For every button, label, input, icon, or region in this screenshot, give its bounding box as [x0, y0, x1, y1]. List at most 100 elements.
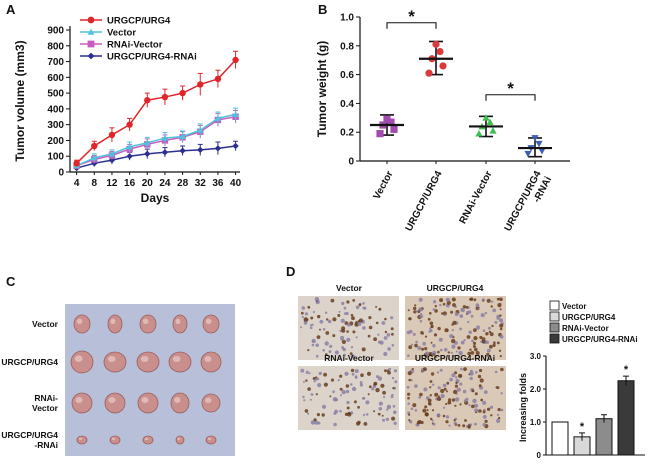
y-tick-label: 100	[47, 152, 64, 163]
data-point	[232, 111, 239, 117]
ihc-cell	[454, 312, 459, 317]
ihc-cell	[448, 424, 451, 427]
photo-row-label: Vector	[32, 319, 59, 329]
ihc-cell	[301, 315, 304, 319]
tumor-specimen	[202, 314, 220, 334]
ihc-cell	[454, 397, 460, 402]
ihc-cell	[384, 369, 387, 373]
ihc-cell	[442, 302, 446, 306]
legend-label: URGCP/URG4-RNAi	[107, 52, 197, 63]
ihc-cell	[377, 333, 380, 336]
ihc-cell	[406, 330, 411, 335]
legend-label: URGCP/URG4-RNAi	[562, 335, 638, 344]
ihc-cell	[496, 316, 500, 320]
ihc-cell	[408, 317, 412, 321]
x-tick-label: RNAi-Vector	[458, 169, 495, 226]
ihc-cell	[383, 395, 386, 399]
ihc-cell	[497, 408, 501, 412]
ihc-cell	[451, 398, 456, 402]
ihc-cell	[375, 305, 378, 308]
ihc-cell	[454, 384, 458, 388]
ihc-cell	[416, 421, 421, 425]
ihc-tile-label: URGCP/URG4	[427, 283, 484, 293]
ihc-cell	[424, 412, 429, 417]
y-tick-label: 600	[47, 73, 64, 84]
ihc-cell	[478, 384, 482, 388]
ihc-cell	[315, 377, 318, 381]
ihc-cell	[426, 409, 429, 412]
ihc-cell	[480, 340, 483, 343]
ihc-cell	[324, 311, 328, 314]
legend-label: RNAi-Vector	[107, 40, 163, 51]
tumor-specimen	[104, 392, 126, 414]
ihc-cell	[496, 413, 500, 416]
tumor-highlight	[111, 437, 116, 440]
ihc-cell	[323, 382, 328, 387]
panel-letter-c: C	[6, 274, 16, 289]
series-line-urgcp-urg4-rnai	[76, 145, 236, 169]
ihc-cell	[446, 381, 450, 385]
ihc-cell	[498, 349, 502, 352]
ihc-cell	[451, 338, 456, 344]
data-point	[179, 133, 186, 140]
ihc-cell	[452, 354, 455, 357]
ihc-cell	[329, 395, 332, 398]
data-point	[482, 114, 490, 121]
ihc-cell	[355, 336, 358, 339]
ihc-cell	[418, 395, 422, 399]
data-point	[531, 135, 539, 142]
data-point	[126, 153, 133, 160]
ihc-cell	[416, 424, 420, 427]
ihc-cell	[391, 416, 396, 421]
ihc-cell	[486, 348, 491, 353]
ihc-cell	[427, 398, 432, 403]
legend-label: URGCP/URG4	[562, 313, 616, 322]
data-point	[126, 121, 133, 128]
x-tick-label: Vector	[372, 169, 396, 201]
ihc-cell	[469, 423, 473, 427]
ihc-cell	[462, 305, 467, 309]
ihc-cell	[439, 303, 442, 307]
ihc-cell	[307, 412, 310, 415]
ihc-cell	[321, 404, 327, 409]
ihc-cell	[393, 421, 397, 425]
data-point	[538, 148, 546, 155]
tumor-specimen	[205, 435, 217, 445]
x-tick-label: 20	[142, 178, 154, 189]
ihc-cell	[314, 420, 319, 425]
ihc-cell	[412, 332, 416, 336]
ihc-cell	[337, 314, 341, 317]
ihc-cell	[343, 353, 346, 357]
ihc-cell	[480, 313, 485, 318]
ihc-cell	[365, 413, 369, 416]
ihc-cell	[474, 403, 478, 408]
ihc-cell	[386, 333, 391, 337]
ihc-cell	[351, 372, 355, 376]
ihc-cell	[353, 400, 357, 404]
photo-row-label: RNAi-Vector	[32, 393, 59, 413]
ihc-cell	[350, 383, 353, 386]
photo-row-label-line: URGCP/URG4	[1, 357, 58, 367]
ihc-cell	[311, 343, 315, 347]
y-tick-label: 1.0	[340, 13, 354, 24]
ihc-cell	[362, 326, 366, 330]
ihc-cell	[414, 384, 418, 388]
ihc-cell	[354, 369, 359, 374]
ihc-cell	[437, 386, 441, 390]
data-point	[179, 89, 186, 97]
ihc-cell	[368, 385, 372, 389]
ihc-cell	[430, 417, 433, 421]
ihc-cell	[491, 324, 494, 328]
ihc-cell	[499, 334, 504, 339]
tumor-highlight	[75, 397, 83, 403]
data-point	[390, 125, 398, 133]
ihc-cell	[413, 306, 417, 311]
y-tick-label: 400	[47, 104, 64, 115]
ihc-cell	[351, 316, 355, 321]
x-tick-label: 8	[92, 178, 98, 189]
ihc-cell	[339, 387, 343, 391]
photo-row-label-line: -RNAi	[34, 440, 58, 450]
ihc-cell	[458, 373, 463, 378]
ihc-cell	[494, 320, 498, 324]
ihc-cell	[451, 329, 454, 332]
